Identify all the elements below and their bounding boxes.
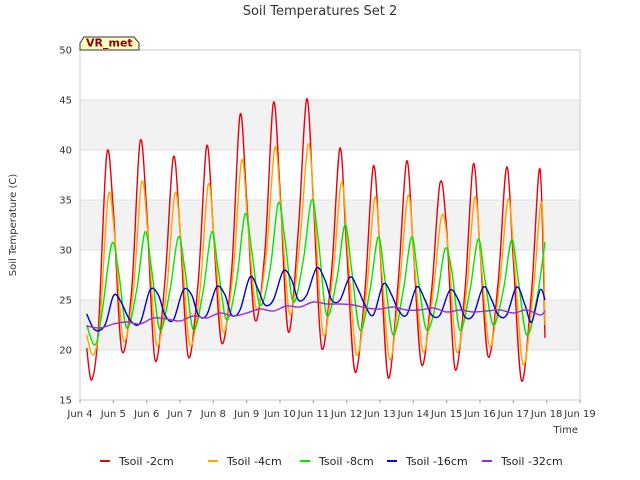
y-tick-label: 35 <box>59 196 72 207</box>
legend-label: Tsoil -8cm <box>318 455 374 468</box>
legend-label: Tsoil -16cm <box>405 455 468 468</box>
x-tick-label: Jun 19 <box>563 409 596 420</box>
y-tick-label: 40 <box>59 146 72 157</box>
background-band <box>80 50 580 100</box>
station-badge: VR_met <box>79 36 140 51</box>
series-layer <box>85 98 546 382</box>
x-tick-label: Jun 5 <box>100 409 126 420</box>
legend: Tsoil -2cm Tsoil -4cm Tsoil -8cm Tsoil -16c… <box>100 455 563 468</box>
x-tick-label: Jun 10 <box>263 409 296 420</box>
y-tick-label: 45 <box>59 96 72 107</box>
x-tick-label: Jun 12 <box>330 409 363 420</box>
legend-label: Tsoil -4cm <box>226 455 282 468</box>
legend-label: Tsoil -2cm <box>118 455 174 468</box>
x-tick-label: Jun 4 <box>66 409 92 420</box>
series-line-tsoil-16cm <box>86 266 546 332</box>
chart-title: Soil Temperatures Set 2 <box>243 4 398 19</box>
y-tick-label: 15 <box>59 396 72 407</box>
background-band <box>80 200 580 250</box>
y-tick-label: 50 <box>59 46 72 57</box>
x-tick-label: Jun 18 <box>530 409 563 420</box>
x-tick-label: Jun 6 <box>133 409 159 420</box>
y-tick-label: 20 <box>59 346 72 357</box>
background-band <box>80 100 580 150</box>
background-band <box>80 350 580 400</box>
legend-item-tsoil-32cm: Tsoil -32cm <box>482 455 563 468</box>
background-band <box>80 300 580 350</box>
station-label: VR_met <box>86 37 133 50</box>
x-tick-label: Jun 8 <box>200 409 226 420</box>
y-axis-ticks: 15 20 25 30 35 40 45 50 <box>59 46 72 407</box>
x-axis-label: Time <box>553 425 578 436</box>
x-tick-label: Jun 7 <box>166 409 192 420</box>
background-band <box>80 150 580 200</box>
x-tick-label: Jun 16 <box>463 409 496 420</box>
station-badge-shape <box>79 36 140 51</box>
plot-frame <box>79 49 581 401</box>
y-tick-label: 30 <box>59 246 72 257</box>
legend-label: Tsoil -32cm <box>500 455 563 468</box>
x-tick-label: Jun 14 <box>397 409 430 420</box>
legend-item-tsoil-16cm: Tsoil -16cm <box>387 455 468 468</box>
x-tick-label: Jun 17 <box>497 409 530 420</box>
legend-item-tsoil-2cm: Tsoil -2cm <box>100 455 174 468</box>
series-line-tsoil-32cm <box>86 301 546 329</box>
y-tick-label: 25 <box>59 296 72 307</box>
x-tick-label: Jun 15 <box>430 409 463 420</box>
x-tick-label: Jun 9 <box>233 409 259 420</box>
x-axis-ticks: Jun 4 Jun 5 Jun 6 Jun 7 Jun 8 Jun 9 Jun 10 Jun … <box>66 400 596 420</box>
x-tick-label: Jun 13 <box>363 409 396 420</box>
x-tick-label: Jun 11 <box>297 409 330 420</box>
series-line-tsoil-8cm <box>86 199 546 346</box>
series-line-tsoil-4cm <box>85 143 546 366</box>
legend-item-tsoil-8cm: Tsoil -8cm <box>300 455 374 468</box>
y-axis-label: Soil Temperature (C) <box>8 174 19 277</box>
legend-item-tsoil-4cm: Tsoil -4cm <box>208 455 282 468</box>
